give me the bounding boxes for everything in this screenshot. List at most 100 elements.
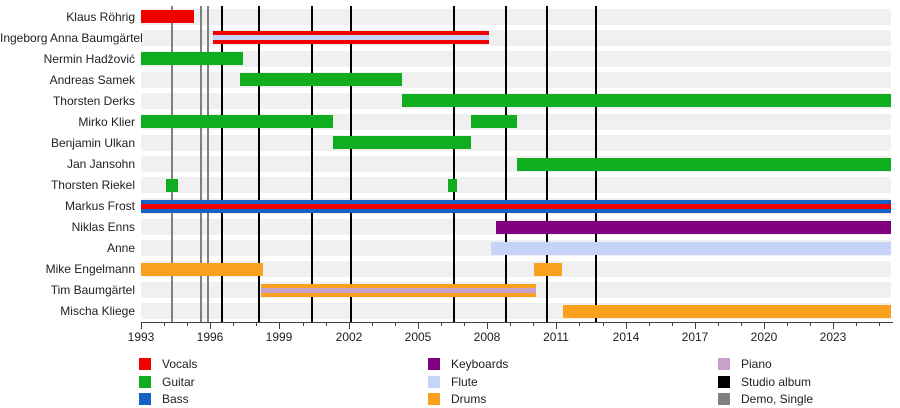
studio-album-line [505,6,507,322]
x-axis-tick-label: 2020 [750,330,778,344]
member-role-bar [166,179,178,192]
member-role-bar [141,115,333,128]
x-axis-minor-tick [233,323,234,326]
x-axis-tick-label: 2014 [612,330,640,344]
studio-album-line [311,6,313,322]
x-axis-minor-tick [718,323,719,326]
timeline-row-band [141,135,891,151]
x-axis-minor-tick [649,323,650,326]
member-label: Anne [106,241,135,255]
x-axis-minor-tick [372,323,373,326]
x-axis-minor-tick [787,323,788,326]
x-axis-tick-label: 2005 [404,330,432,344]
x-axis-major-tick [764,323,765,329]
x-axis-major-tick [141,323,142,329]
x-axis-tick-label: 1993 [127,330,155,344]
x-axis-tick-label: 1999 [265,330,293,344]
x-axis-minor-tick [672,323,673,326]
member-label: Thorsten Riekel [50,178,135,192]
member-role-bar [517,158,891,171]
member-role-bar [141,200,891,213]
member-role-bar [333,136,471,149]
member-label: Nermin Hadžović [43,52,135,66]
x-axis-minor-tick [510,323,511,326]
x-axis-minor-tick [303,323,304,326]
member-role-bar [534,263,562,276]
timeline-row-band [141,261,891,277]
legend-label: Keyboards [451,357,509,371]
secondary-role-stripe [213,35,489,40]
legend-swatch-keyboards [428,358,440,370]
x-axis-major-tick [279,323,280,329]
x-axis-minor-tick [856,323,857,326]
member-role-bar [496,221,891,234]
member-label: Niklas Enns [71,220,135,234]
member-role-bar [448,179,457,192]
legend-swatch-guitar [139,376,151,388]
x-axis-major-tick [695,323,696,329]
x-axis-tick-label: 2002 [335,330,363,344]
member-label: Mischa Kliege [60,304,135,318]
x-axis-minor-tick [533,323,534,326]
x-axis-major-tick [349,323,350,329]
timeline-row-band [141,9,891,25]
member-label: Mike Engelmann [45,262,135,276]
member-label: Mirko Klier [78,115,135,129]
x-axis-minor-tick [464,323,465,326]
x-axis-minor-tick [741,323,742,326]
x-axis-major-tick [210,323,211,329]
studio-album-line [221,6,223,322]
member-role-bar [261,284,536,297]
legend-label: Bass [162,392,189,406]
legend-swatch-bass [139,393,151,405]
legend-label: Vocals [162,357,198,371]
member-label: Jan Jansohn [66,157,135,171]
member-role-bar [471,115,517,128]
member-role-bar [491,242,891,255]
x-axis-tick-label: 2011 [543,330,569,344]
member-role-bar [141,10,194,23]
studio-album-line [453,6,455,322]
x-axis-major-tick [556,323,557,329]
legend-label: Drums [451,392,487,406]
member-label: Thorsten Derks [52,94,135,108]
x-axis-line [141,322,893,323]
x-axis-tick-label: 2008 [473,330,501,344]
x-axis-minor-tick [326,323,327,326]
x-axis-minor-tick [879,323,880,326]
x-axis-minor-tick [810,323,811,326]
timeline-row-band [141,51,891,67]
x-axis-minor-tick [579,323,580,326]
demo-single-line [200,6,202,322]
x-axis-minor-tick [256,323,257,326]
x-axis-major-tick [833,323,834,329]
legend-label: Flute [451,375,478,389]
x-axis-minor-tick [164,323,165,326]
timeline-row-band [141,177,891,193]
member-label: Tim Baumgärtel [50,283,135,297]
member-role-bar [141,263,263,276]
member-role-bar [563,305,891,318]
member-label: Andreas Samek [49,73,135,87]
legend-label: Guitar [162,375,195,389]
member-role-bar [141,52,243,65]
legend-label: Demo, Single [741,392,814,406]
x-axis-minor-tick [603,323,604,326]
demo-single-line [171,6,173,322]
x-axis-tick-label: 2023 [819,330,847,344]
member-label: Klaus Röhrig [66,10,135,24]
x-axis-minor-tick [441,323,442,326]
member-role-bar [240,73,402,86]
legend-swatch-piano [718,358,730,370]
x-axis-tick-label: 1996 [196,330,224,344]
secondary-role-stripe [261,288,536,293]
studio-album-line [350,6,352,322]
member-role-bar [213,31,489,44]
x-axis-major-tick [487,323,488,329]
legend-swatch-demo-single [718,393,730,405]
legend-swatch-flute [428,376,440,388]
legend-swatch-studio-album [718,376,730,388]
x-axis-minor-tick [395,323,396,326]
legend-swatch-drums [428,393,440,405]
